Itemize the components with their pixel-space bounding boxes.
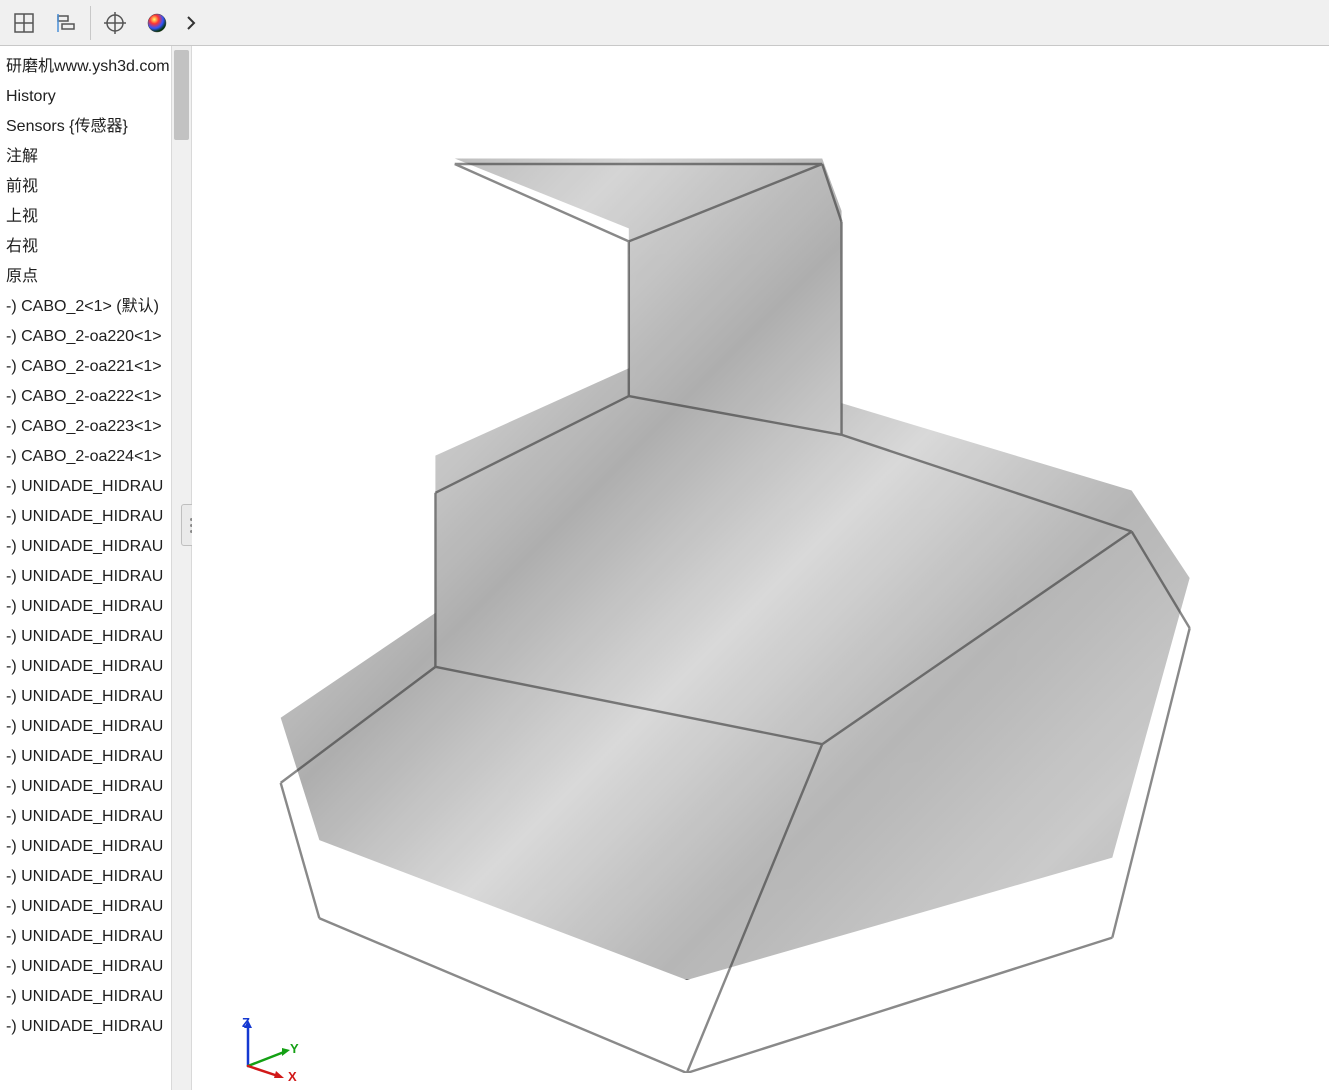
crosshair-icon [103,11,127,35]
tree-item[interactable]: -) UNIDADE_HIDRAU [0,922,191,952]
tree-item[interactable]: -) UNIDADE_HIDRAU [0,562,191,592]
tree-item[interactable]: -) UNIDADE_HIDRAU [0,832,191,862]
tree-item[interactable]: -) UNIDADE_HIDRAU [0,592,191,622]
axis-z-label: Z [242,1015,250,1030]
tree-item[interactable]: -) CABO_2-oa221<1> [0,352,191,382]
feature-tree[interactable]: 研磨机www.ysh3d.comHistorySensors {传感器}注解前视… [0,46,191,1090]
tree-item[interactable]: -) UNIDADE_HIDRAU [0,652,191,682]
align-button[interactable] [46,3,86,43]
tree-item[interactable]: -) UNIDADE_HIDRAU [0,622,191,652]
appearance-button[interactable] [137,3,177,43]
align-icon [55,12,77,34]
axis-x-label: X [288,1069,297,1084]
graphics-viewport[interactable]: Z Y X [192,46,1329,1090]
main-area: 研磨机www.ysh3d.comHistorySensors {传感器}注解前视… [0,46,1329,1090]
tree-item[interactable]: -) UNIDADE_HIDRAU [0,982,191,1012]
tree-item[interactable]: -) CABO_2-oa224<1> [0,442,191,472]
tree-item[interactable]: 右视 [0,232,191,262]
toolbar-separator [90,6,91,40]
tree-item[interactable]: 上视 [0,202,191,232]
tree-item[interactable]: -) UNIDADE_HIDRAU [0,1012,191,1042]
tree-item[interactable]: -) CABO_2-oa222<1> [0,382,191,412]
tree-item[interactable]: -) UNIDADE_HIDRAU [0,892,191,922]
tree-item[interactable]: -) CABO_2-oa223<1> [0,412,191,442]
appearance-icon [145,11,169,35]
tree-item[interactable]: -) UNIDADE_HIDRAU [0,742,191,772]
tree-item[interactable]: -) UNIDADE_HIDRAU [0,712,191,742]
tree-item[interactable]: -) UNIDADE_HIDRAU [0,532,191,562]
tree-item[interactable]: 研磨机www.ysh3d.com [0,52,191,82]
toolbar-more[interactable] [179,3,203,43]
tree-item[interactable]: -) UNIDADE_HIDRAU [0,772,191,802]
tree-item[interactable]: 前视 [0,172,191,202]
chevron-right-icon [185,13,197,33]
view-toolbar [0,0,1329,46]
tree-item[interactable]: 原点 [0,262,191,292]
app-root: 研磨机www.ysh3d.comHistorySensors {传感器}注解前视… [0,0,1329,1090]
tree-item[interactable]: History [0,82,191,112]
tree-item[interactable]: -) UNIDADE_HIDRAU [0,952,191,982]
pane-layout-icon [13,12,35,34]
tree-item[interactable]: -) CABO_2<1> (默认) [0,292,191,322]
tree-item[interactable]: -) UNIDADE_HIDRAU [0,862,191,892]
tree-item[interactable]: 注解 [0,142,191,172]
tree-item[interactable]: -) UNIDADE_HIDRAU [0,472,191,502]
tree-item[interactable]: -) UNIDADE_HIDRAU [0,802,191,832]
origin-visibility-button[interactable] [95,3,135,43]
tree-item[interactable]: Sensors {传感器} [0,112,191,142]
tree-item[interactable]: -) CABO_2-oa220<1> [0,322,191,352]
axis-y-label: Y [290,1041,299,1056]
tree-item[interactable]: -) UNIDADE_HIDRAU [0,502,191,532]
tree-item[interactable]: -) UNIDADE_HIDRAU [0,682,191,712]
tree-scrollbar[interactable] [171,46,191,1090]
feature-tree-panel: 研磨机www.ysh3d.comHistorySensors {传感器}注解前视… [0,46,192,1090]
model-render [242,106,1209,980]
pane-layout-button[interactable] [4,3,44,43]
scrollbar-thumb[interactable] [174,50,189,140]
